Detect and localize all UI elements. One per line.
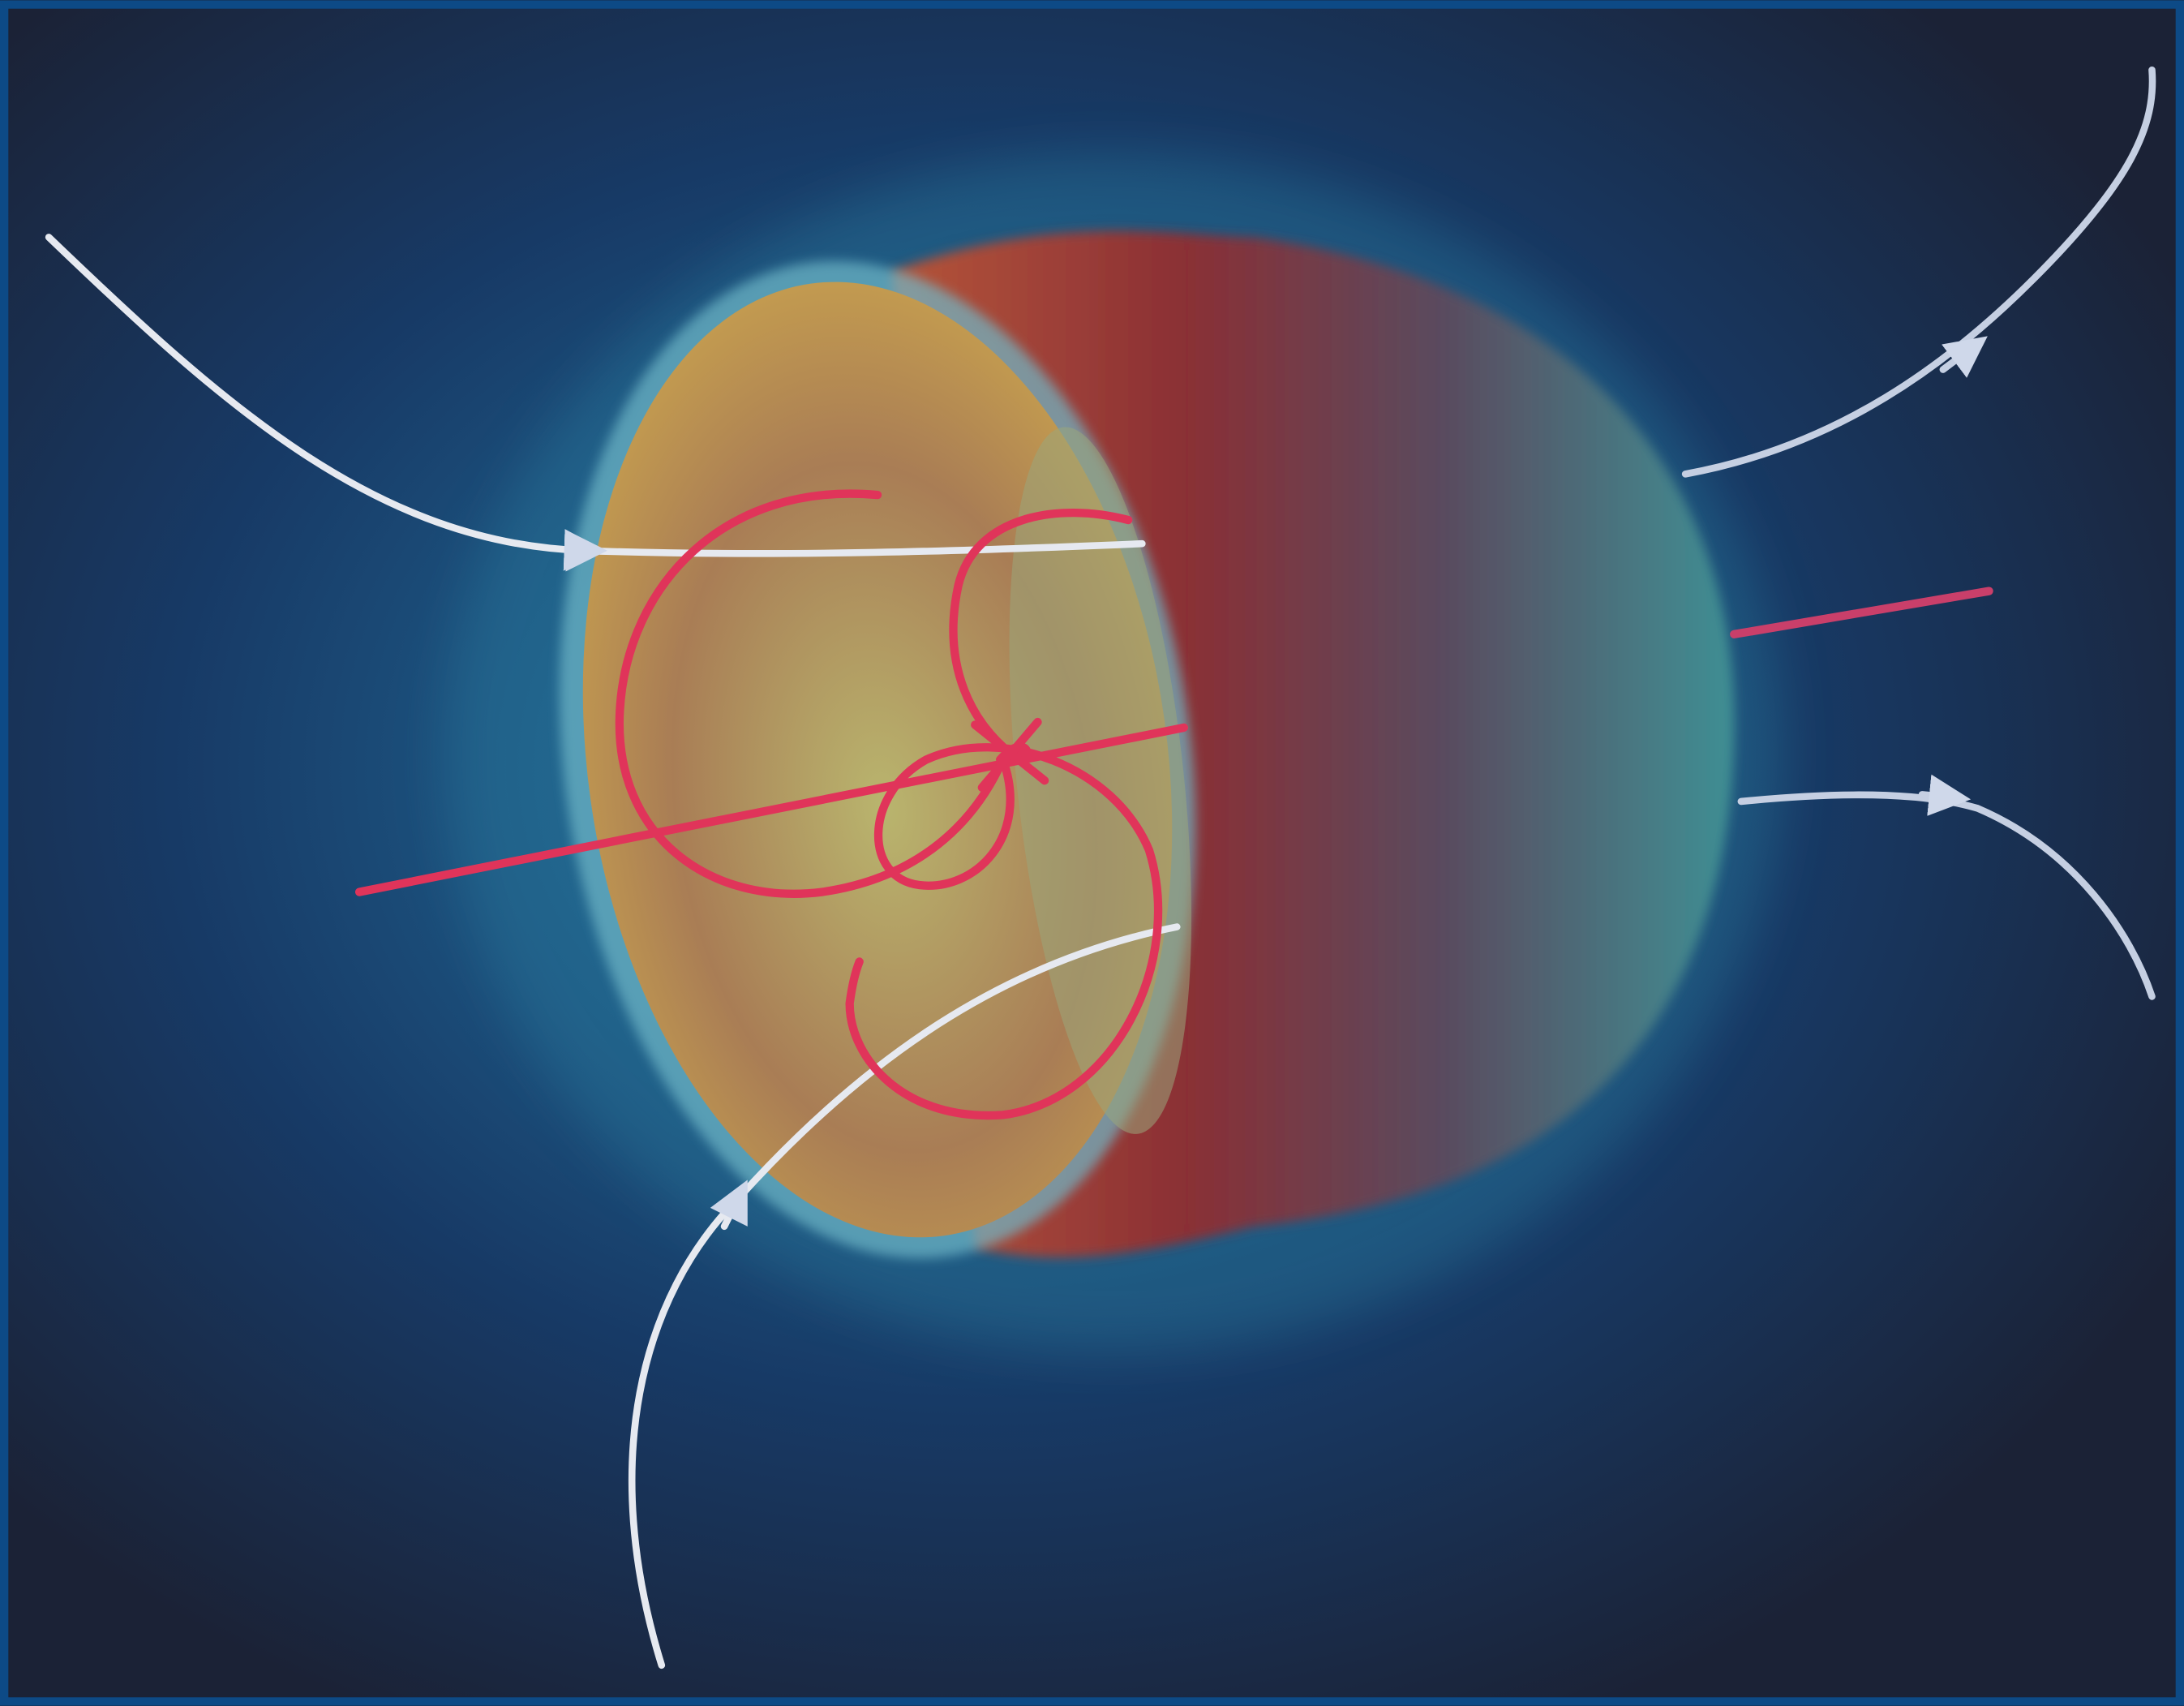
vertex	[971, 717, 1049, 792]
arrowhead	[710, 1180, 748, 1231]
particle-spiral	[615, 489, 1163, 1120]
field-line	[1737, 791, 2156, 1000]
arrowhead	[1918, 774, 1972, 816]
particle-track	[1730, 587, 1993, 639]
particle-spiral	[949, 509, 1133, 764]
inner-ring	[1009, 427, 1192, 1134]
field-line	[1681, 66, 2156, 478]
arrowhead	[1939, 336, 1988, 378]
